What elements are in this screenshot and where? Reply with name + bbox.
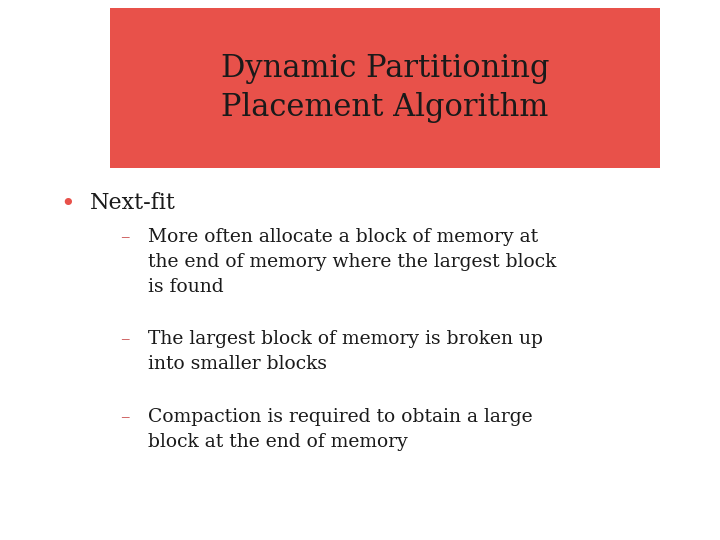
Text: More often allocate a block of memory at
the end of memory where the largest blo: More often allocate a block of memory at… xyxy=(148,228,557,296)
Text: Dynamic Partitioning
Placement Algorithm: Dynamic Partitioning Placement Algorithm xyxy=(221,53,549,123)
Text: The largest block of memory is broken up
into smaller blocks: The largest block of memory is broken up… xyxy=(148,330,543,373)
Text: –: – xyxy=(120,330,130,348)
Text: Next-fit: Next-fit xyxy=(90,192,176,214)
Bar xyxy=(110,8,660,168)
Text: –: – xyxy=(120,408,130,426)
Text: •: • xyxy=(60,192,75,216)
Text: Compaction is required to obtain a large
block at the end of memory: Compaction is required to obtain a large… xyxy=(148,408,533,451)
Text: –: – xyxy=(120,228,130,246)
